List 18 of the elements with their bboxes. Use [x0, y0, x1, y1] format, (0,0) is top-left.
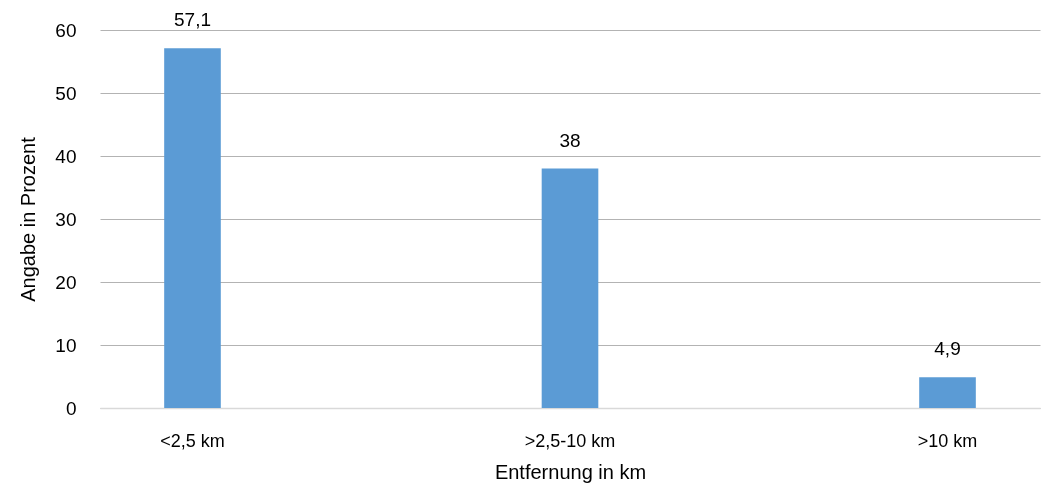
- y-tick-label: 60: [55, 19, 77, 41]
- x-tick-label: >2,5-10 km: [524, 430, 616, 451]
- bar: [164, 48, 221, 408]
- bar: [541, 168, 599, 408]
- x-axis-title: Entfernung in km: [494, 460, 647, 483]
- data-label: 38: [559, 129, 581, 151]
- y-tick-label: 10: [55, 334, 77, 356]
- y-tick-label: 40: [55, 145, 77, 167]
- bar: [919, 377, 976, 408]
- y-tick-label: 0: [65, 397, 77, 419]
- x-tick-label: <2,5 km: [160, 430, 225, 451]
- data-label: 57,1: [174, 9, 211, 31]
- y-tick-label: 30: [55, 208, 77, 230]
- data-label: 4,9: [934, 338, 961, 360]
- y-axis-title: Angabe in Prozent: [17, 136, 40, 302]
- x-tick-label: >10 km: [917, 430, 978, 451]
- y-tick-label: 50: [55, 82, 77, 104]
- y-tick-label: 20: [55, 271, 77, 293]
